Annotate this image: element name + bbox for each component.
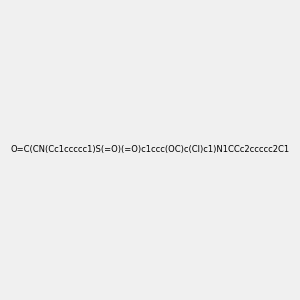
Text: O=C(CN(Cc1ccccc1)S(=O)(=O)c1ccc(OC)c(Cl)c1)N1CCc2ccccc2C1: O=C(CN(Cc1ccccc1)S(=O)(=O)c1ccc(OC)c(Cl)… — [11, 146, 290, 154]
